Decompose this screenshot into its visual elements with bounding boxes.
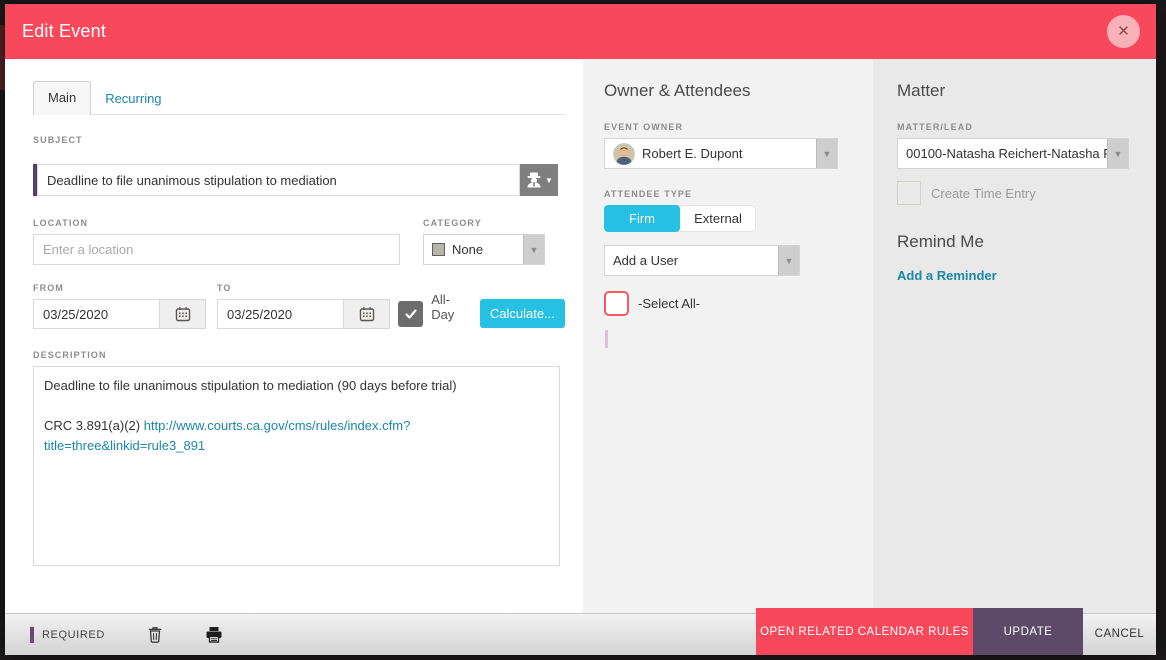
matter-lead-select[interactable]: 00100-Natasha Reichert-Natasha R... ▼ [897,138,1129,169]
attendee-type-toggle: Firm External [604,205,756,232]
event-owner-select[interactable]: Robert E. Dupont ▼ [604,138,838,169]
dialog-header: Edit Event ✕ [5,4,1156,59]
delete-event-button[interactable] [147,626,163,643]
calendar-icon [359,307,374,322]
description-citation: CRC 3.891(a)(2) [44,418,144,434]
cancel-button[interactable]: CANCEL [1083,613,1156,655]
all-day-label: All-Day [431,292,455,322]
create-time-entry-checkbox[interactable] [897,181,921,205]
owner-attendees-panel: Owner & Attendees EVENT OWNER Robert E. … [583,59,873,613]
location-label: LOCATION [33,218,89,228]
attendee-list-required-marker [605,330,608,348]
category-value: None [452,242,484,257]
select-all-checkbox[interactable] [604,291,629,316]
calendar-icon [175,307,190,322]
avatar [613,142,635,165]
print-event-button[interactable] [205,626,223,643]
attendee-type-firm[interactable]: Firm [604,205,680,232]
printer-icon [206,627,222,643]
chevron-down-icon: ▼ [778,246,799,275]
required-label: REQUIRED [42,628,105,641]
description-label: DESCRIPTION [33,350,107,360]
subject-label: SUBJECT [33,135,83,145]
category-label: CATEGORY [423,218,482,228]
chevron-down-icon: ▼ [816,139,837,168]
calculate-button[interactable]: Calculate... [479,299,566,328]
add-user-value: Add a User [613,253,679,268]
close-button[interactable]: ✕ [1107,15,1140,48]
main-form-panel: Main Recurring SUBJECT [5,59,583,613]
background-page-remnant [0,25,5,90]
add-reminder-link[interactable]: Add a Reminder [897,268,997,283]
from-label: FROM [33,283,64,293]
matter-lead-label: MATTER/LEAD [897,122,973,132]
create-time-entry-label: Create Time Entry [931,185,1036,201]
close-icon: ✕ [1117,23,1130,40]
owner-attendees-title: Owner & Attendees [604,81,751,100]
chevron-down-icon: ▼ [545,175,553,185]
all-day-checkbox[interactable] [398,301,424,327]
chevron-down-icon: ▼ [1107,139,1128,168]
tab-recurring[interactable]: Recurring [105,91,162,106]
trash-icon [148,627,162,643]
category-select[interactable]: None ▼ [423,234,545,265]
description-link[interactable]: http://www.courts.ca.gov/cms/rules/index… [44,418,411,454]
judge-icon [527,172,541,188]
event-owner-label: EVENT OWNER [604,122,684,132]
matter-panel: Matter MATTER/LEAD 00100-Natasha Reicher… [873,59,1156,613]
location-input[interactable] [33,234,400,265]
description-line1: Deadline to file unanimous stipulation t… [44,378,457,393]
tab-bar: Main Recurring [33,81,565,115]
dialog-title: Edit Event [22,21,107,41]
description-textarea[interactable]: Deadline to file unanimous stipulation t… [33,366,560,566]
select-all-label: -Select All- [638,296,701,311]
edit-event-dialog: Edit Event ✕ Main Recurring SUBJECT [5,4,1156,655]
from-date-input[interactable] [33,299,160,329]
attendee-type-external[interactable]: External [694,211,742,226]
to-datepicker-button[interactable] [344,299,390,329]
assign-judge-button[interactable]: ▼ [520,164,558,196]
open-related-calendar-rules-button[interactable]: OPEN RELATED CALENDAR RULES [756,608,973,655]
remind-me-title: Remind Me [897,232,984,251]
attendee-type-label: ATTENDEE TYPE [604,189,693,199]
update-button[interactable]: UPDATE [973,608,1083,655]
matter-title: Matter [897,81,946,100]
from-datepicker-button[interactable] [160,299,206,329]
category-color-swatch [432,243,445,256]
dialog-footer: REQUIRED OPEN RELATED CALENDAR RULES UPD… [5,608,1156,655]
to-date-input[interactable] [217,299,344,329]
matter-lead-value: 00100-Natasha Reichert-Natasha R... [906,146,1107,161]
to-label: TO [217,283,232,293]
event-owner-value: Robert E. Dupont [642,146,743,161]
required-marker [30,626,34,643]
tab-main[interactable]: Main [33,81,92,115]
checkmark-icon [404,309,417,319]
chevron-down-icon: ▼ [523,235,544,264]
add-user-select[interactable]: Add a User ▼ [604,245,800,276]
subject-input[interactable] [37,164,520,196]
description-line2: CRC 3.891(a)(2) http://www.courts.ca.gov… [44,416,549,456]
